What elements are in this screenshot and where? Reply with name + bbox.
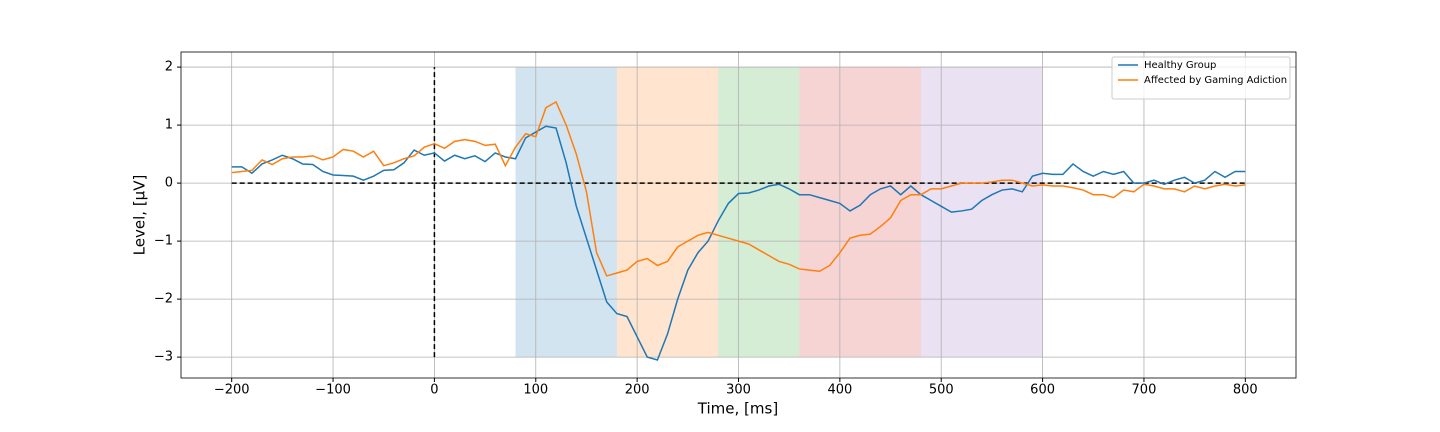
y-axis-label: Level, [μV] [131,175,149,256]
highlight-band [515,67,617,358]
highlight-band [718,67,800,358]
x-tick-label: −200 [214,383,250,398]
y-tick-label: −3 [154,350,173,365]
x-tick-label: 100 [523,383,548,398]
x-tick-label: 0 [430,383,438,398]
x-tick-label: 600 [1030,383,1055,398]
y-tick-label: 2 [165,60,173,75]
x-tick-label: 300 [726,383,751,398]
y-tick-label: −1 [154,234,173,249]
legend-box [1111,56,1291,100]
x-tick-label: −100 [315,383,351,398]
x-axis-label: Time, [ms] [697,400,778,418]
legend-label: Affected by Gaming Adiction [1144,75,1287,86]
plot-frame [180,51,1297,379]
x-tick-label: 800 [1233,383,1258,398]
series-line [231,125,1246,361]
highlight-band [920,67,1043,358]
highlight-band [799,67,921,358]
x-tick-label: 400 [827,383,852,398]
x-tick-label: 500 [929,383,954,398]
highlight-band [616,67,719,358]
series-line [231,100,1246,277]
x-tick-label: 700 [1132,383,1157,398]
y-tick-label: −2 [154,292,173,307]
legend-label: Healthy Group [1144,60,1216,71]
y-tick-label: 0 [165,176,173,191]
y-tick-label: 1 [165,118,173,133]
x-tick-label: 200 [625,383,650,398]
